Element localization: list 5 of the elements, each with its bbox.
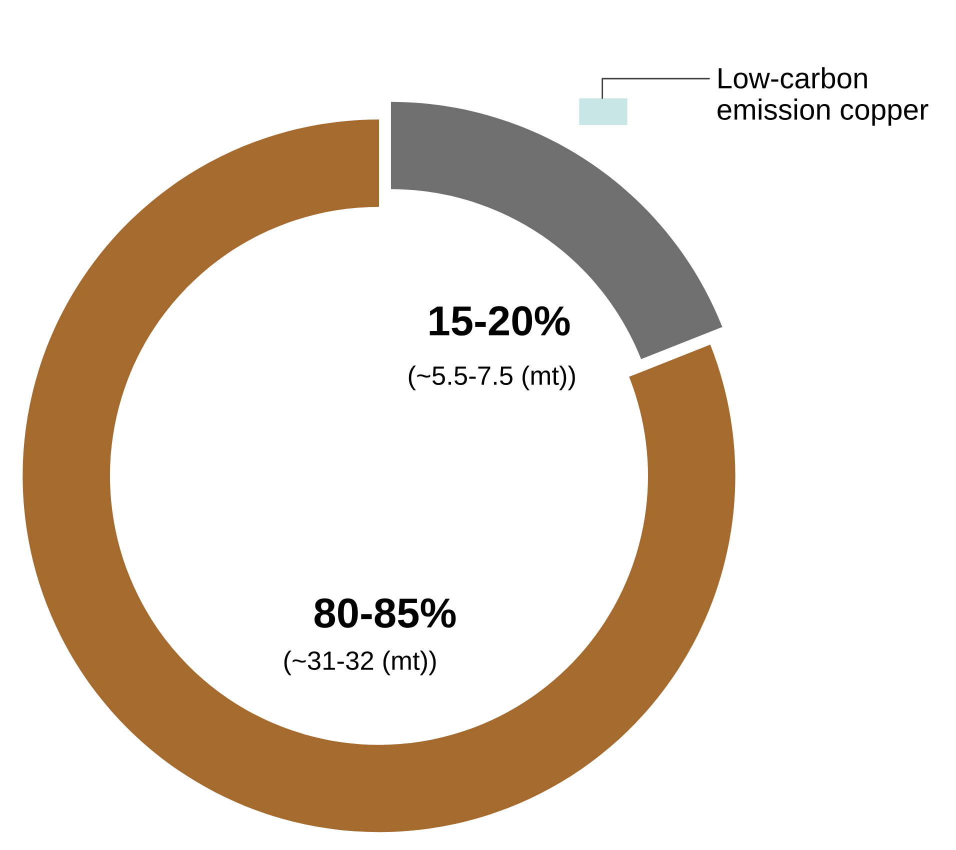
text: (~5.5-7.5 (mt)) xyxy=(408,366,575,390)
text: 15-20% xyxy=(430,306,570,336)
text: (~31-32 (mt)) xyxy=(284,650,436,676)
text: 80-85% xyxy=(314,598,456,628)
slice-label: Low-carbon emission copper xyxy=(718,67,928,126)
